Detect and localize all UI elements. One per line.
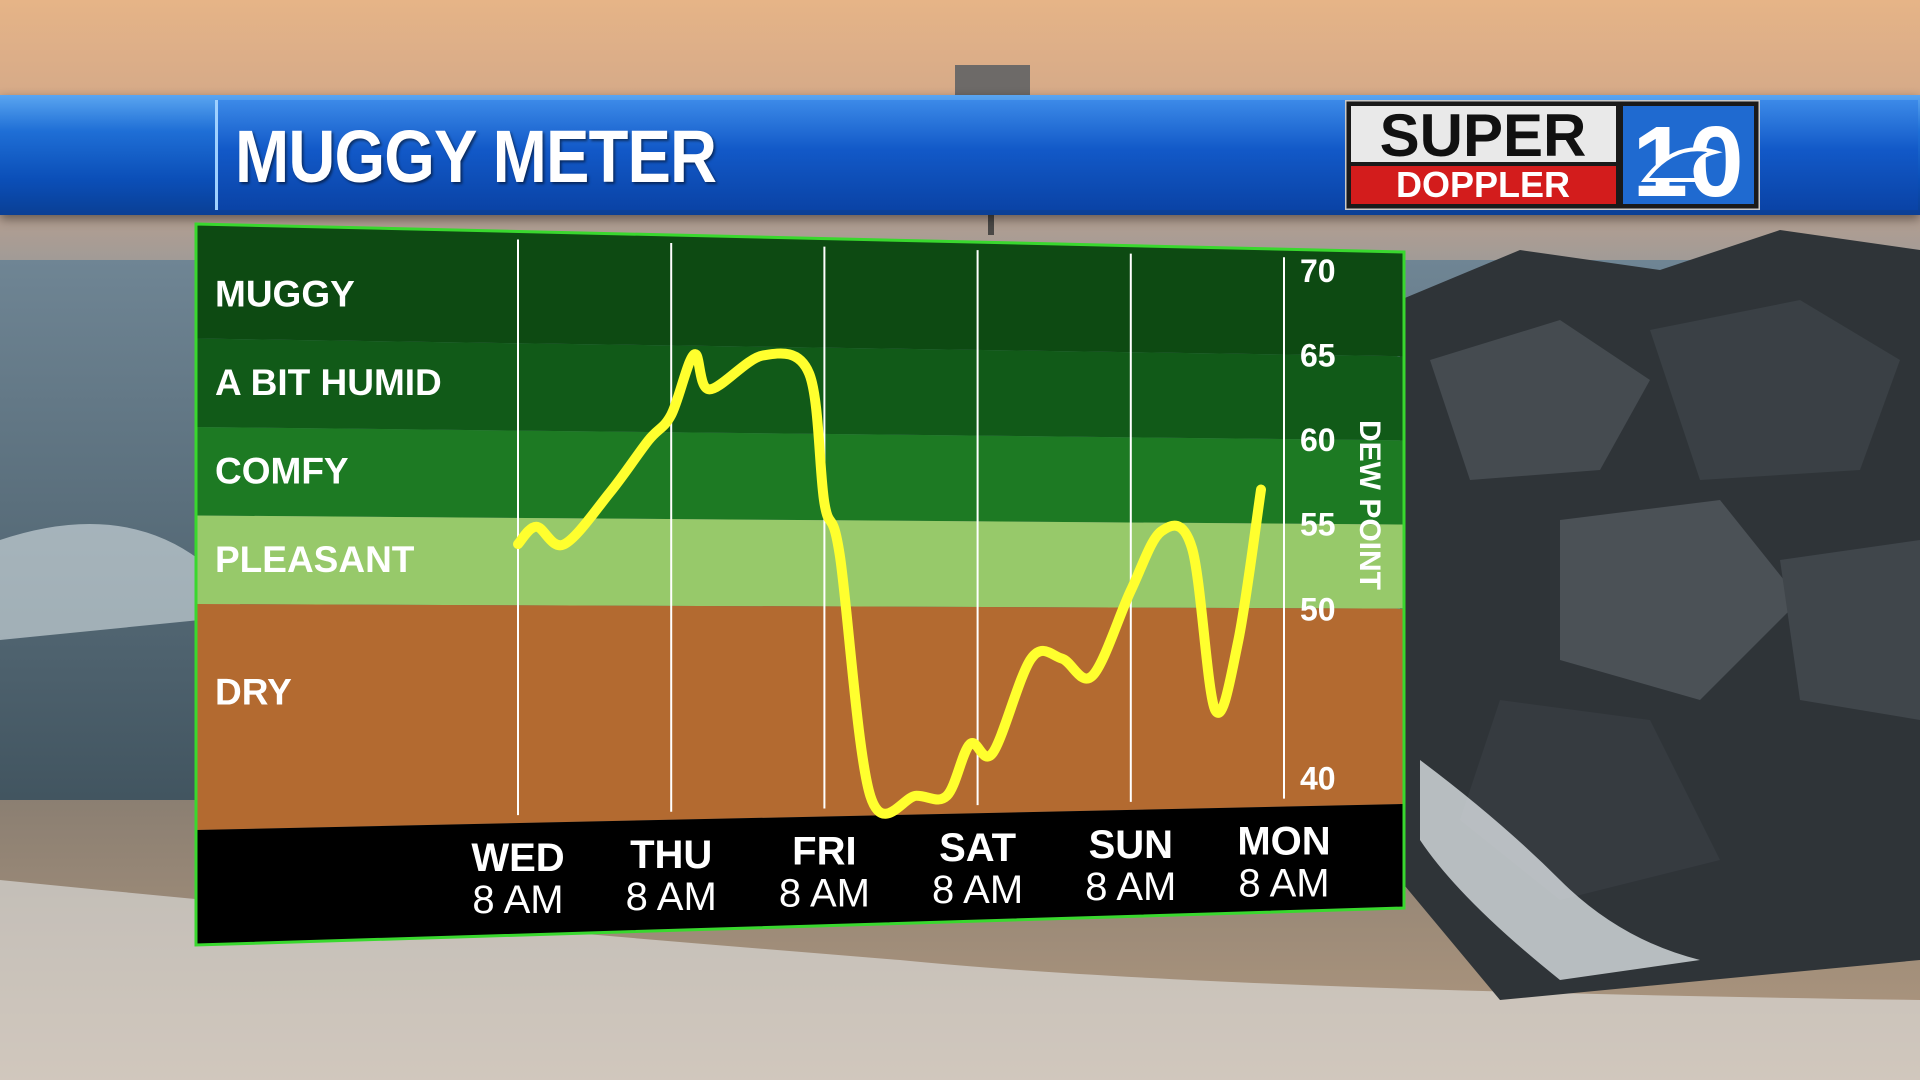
y-axis-label: DEW POINT	[1353, 420, 1386, 590]
x-label-day-thu: THU	[630, 833, 712, 877]
band-label-pleasant: PLEASANT	[215, 539, 415, 580]
x-label-day-mon: MON	[1237, 820, 1330, 864]
page-title: MUGGY METER	[235, 115, 717, 198]
band-muggy	[196, 224, 1404, 357]
footer-strip	[196, 804, 1404, 945]
day-gridlines	[517, 239, 1285, 816]
band-label-a-bit-humid: A BIT HUMID	[215, 362, 442, 403]
y-tick-40: 40	[1300, 760, 1336, 796]
chart-frame	[194, 222, 1406, 947]
band-dry	[196, 604, 1404, 830]
y-axis-ticks: 70 65 60 55 50 40	[1300, 253, 1336, 796]
x-label-time-sat: 8 AM	[932, 868, 1023, 912]
x-label-time-wed: 8 AM	[472, 878, 563, 922]
comfort-bands	[196, 224, 1404, 830]
time-axis-footer	[196, 804, 1404, 945]
logo-word-doppler: DOPPLER	[1396, 164, 1570, 205]
x-label-time-fri: 8 AM	[779, 871, 870, 915]
band-a-bit-humid	[196, 338, 1404, 441]
band-label-comfy: COMFY	[215, 450, 349, 491]
y-tick-65: 65	[1300, 338, 1336, 374]
x-label-time-sun: 8 AM	[1085, 865, 1176, 909]
x-label-day-wed: WED	[471, 836, 564, 880]
dewpoint-line	[513, 348, 1267, 819]
band-labels: MUGGY A BIT HUMID COMFY PLEASANT DRY	[215, 274, 442, 713]
y-tick-50: 50	[1300, 591, 1336, 627]
super-doppler-10-logo: SUPER DOPPLER 10	[1345, 100, 1760, 210]
x-label-time-mon: 8 AM	[1238, 862, 1329, 906]
y-tick-60: 60	[1300, 422, 1336, 458]
band-label-muggy: MUGGY	[215, 274, 355, 315]
x-label-day-fri: FRI	[792, 829, 856, 873]
band-comfy	[196, 427, 1404, 525]
x-label-day-sun: SUN	[1089, 823, 1173, 867]
logo-word-super: SUPER	[1380, 102, 1587, 169]
y-tick-70: 70	[1300, 253, 1336, 289]
dewpoint-series	[513, 348, 1267, 819]
y-tick-55: 55	[1300, 507, 1336, 543]
x-label-time-thu: 8 AM	[626, 875, 717, 919]
band-label-dry: DRY	[215, 672, 292, 713]
x-label-day-sat: SAT	[939, 826, 1016, 870]
wave-icon	[1640, 147, 1723, 182]
band-pleasant	[196, 515, 1404, 609]
